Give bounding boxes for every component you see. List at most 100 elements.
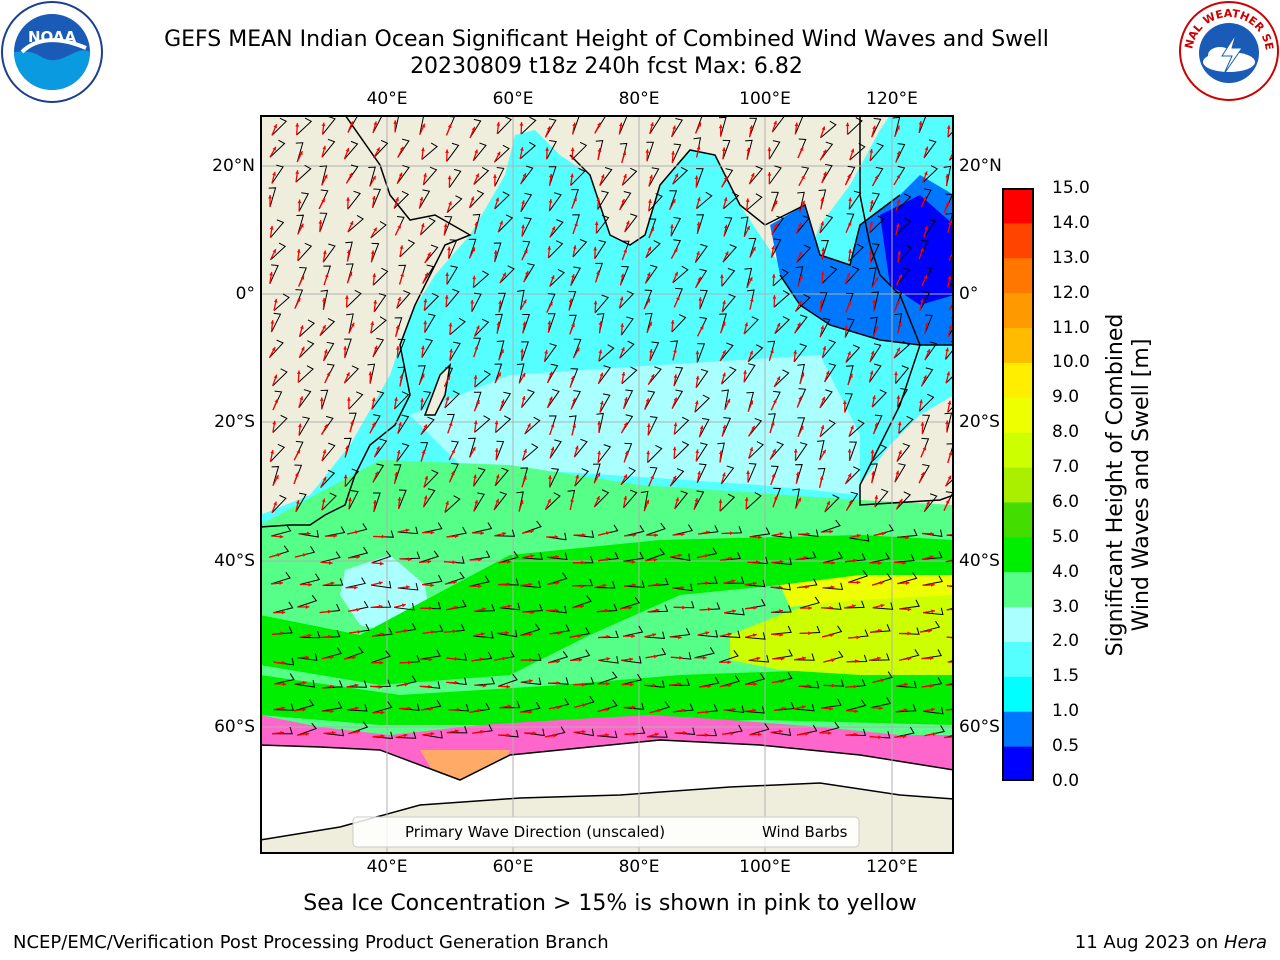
wind-barb [647,730,668,738]
wind-barb [795,464,803,484]
colorbar-tick-label: 10.0 [1052,352,1090,373]
wave-arrow-head [820,197,825,202]
wind-barb [748,165,764,185]
wave-arrow-head [650,374,655,379]
wind-barb [794,703,815,712]
wave-direction-arrow [945,559,954,563]
wind-barb [896,491,912,510]
wind-barb [473,270,490,288]
wave-arrow-head [346,397,351,401]
wind-barb [371,390,385,410]
wind-barb [822,339,837,359]
wave-arrow-head [427,252,431,257]
wave-arrow-head [295,170,300,175]
wind-barb [372,701,393,714]
wind-barb [494,191,510,210]
wave-arrow-head [672,125,676,130]
wave-arrow-head [699,325,704,330]
wind-barb [746,391,755,412]
wind-barb [669,468,685,487]
wave-arrow-head [871,471,875,476]
wave-arrow-head [681,708,685,713]
wave-arrow-head [499,220,503,225]
wave-arrow-head [570,147,575,152]
wave-arrow-head [722,424,727,429]
wave-arrow-head [381,534,386,539]
wave-arrow-head [903,708,908,713]
wave-arrow-head [650,226,655,231]
coastlines [260,115,954,528]
wave-arrow-head [346,197,350,201]
wind-barb [721,366,737,385]
wave-arrow-head [868,250,873,255]
wind-barb [744,632,766,640]
wave-arrow-head [545,147,549,151]
wind-barb [522,552,543,560]
wind-barb [372,188,382,209]
wind-barb [322,243,336,263]
wave-arrow-head [808,631,812,636]
wave-arrow-head [831,560,835,565]
wind-barb [473,467,486,487]
wave-arrow-head [808,606,812,610]
wave-arrow-head [673,348,677,353]
wave-arrow-head [894,371,898,376]
wind-barb [449,317,466,336]
wind-barb [524,728,545,737]
wave-arrow-head [806,532,811,536]
wave-arrow-head [520,348,525,353]
wave-arrow-head [650,475,654,480]
wave-arrow-head [497,372,501,377]
wind-barb [896,266,911,286]
wind-barb [622,625,644,637]
wind-barb [797,363,805,385]
wind-barb [495,415,512,433]
wave-arrow-head [318,220,323,224]
wave-arrow-head [947,400,952,405]
wind-barb [295,164,312,183]
wave-arrow-head [847,301,852,306]
wave-arrow-head [874,175,879,180]
wind-barb [271,164,284,184]
wave-arrow-head [820,271,825,275]
wave-arrow-head [722,350,726,355]
wind-barb [322,578,344,586]
wave-arrow-head [822,149,827,154]
wave-arrow-head [654,732,659,737]
wave-arrow-head [528,632,533,637]
wave-arrow-head [302,680,307,685]
wave-arrow-head [727,660,732,665]
wind-barb [346,680,368,688]
wind-barb [499,700,521,709]
lon-label-top-80e: 80°E [618,89,660,109]
wave-arrow-head [525,270,529,275]
wind-barb [323,728,345,737]
wind-barb [895,193,912,212]
wave-arrow-head [399,374,404,379]
wind-barb [670,216,682,237]
wind-barb [870,463,878,484]
wave-arrow-head [268,195,272,199]
wave-arrow-head [620,323,625,327]
wind-barb [499,602,521,611]
wave-arrow-head [575,474,579,479]
wind-barb [471,292,482,313]
wind-barb [599,166,613,186]
wave-arrow-head [778,585,783,590]
wave-arrow-head [398,422,402,426]
wave-arrow-head [922,446,927,451]
wave-arrow-head [398,172,403,177]
wave-arrow-head [773,120,777,125]
wind-barb [474,677,496,686]
wave-arrow-head [471,126,476,131]
wind-barb [273,293,290,311]
wave-arrow-head [305,655,310,660]
wave-arrow-head [397,496,402,501]
wave-arrow-head [355,530,359,535]
wind-barb [370,580,392,589]
wave-arrow-head [797,497,801,502]
wave-arrow-head [895,223,900,228]
wind-barb [721,293,736,313]
wave-arrow-head [548,371,553,376]
wave-arrow-head [898,450,902,455]
